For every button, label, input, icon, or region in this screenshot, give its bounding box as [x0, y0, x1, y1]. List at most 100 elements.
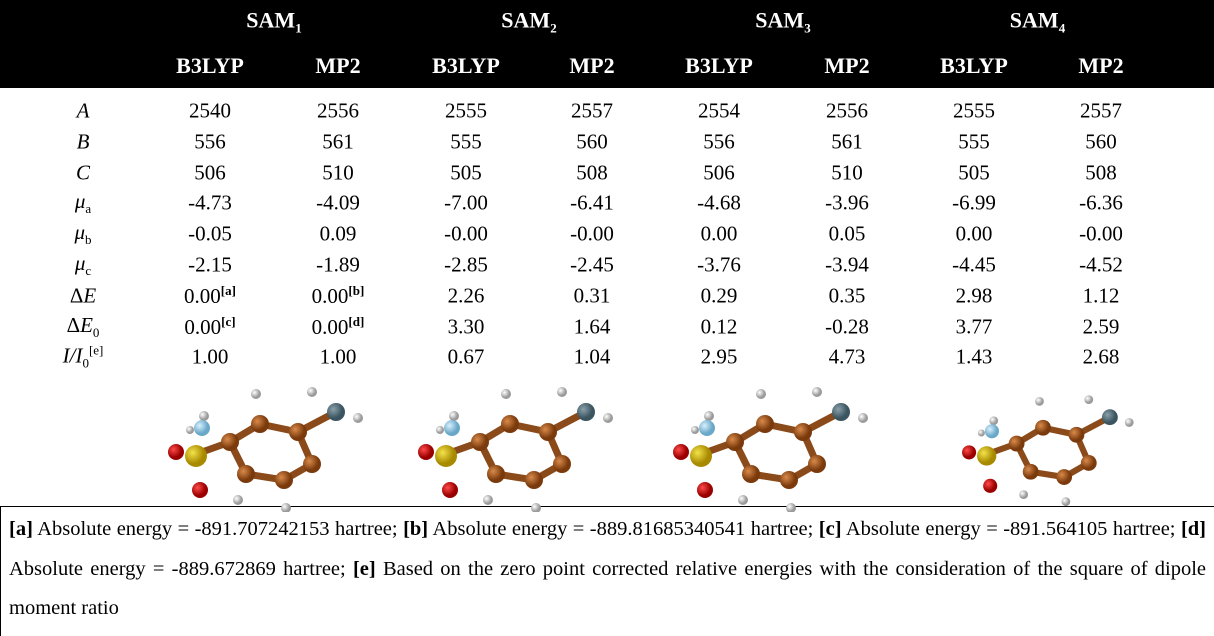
table-cell: 3.77	[956, 314, 993, 339]
row-label: ΔE	[70, 283, 96, 308]
table-cell: 0.00[a]	[184, 283, 236, 309]
table-cell: 505	[958, 160, 990, 185]
table-cell: 1.04	[574, 345, 611, 370]
table-cell: -0.05	[188, 222, 232, 247]
label-main: A	[77, 99, 90, 123]
label-main: I/I	[63, 344, 83, 368]
label-main: C	[76, 160, 90, 184]
row-label: ΔE0	[67, 313, 100, 341]
method-header: B3LYP	[685, 53, 753, 79]
table-cell: 510	[322, 160, 354, 185]
method-header: MP2	[569, 53, 614, 79]
table-cell: -4.45	[952, 253, 996, 278]
table-cell: 2557	[1080, 99, 1122, 124]
cell-note: [b]	[348, 283, 364, 298]
table-cell: 0.09	[320, 222, 357, 247]
table-cell: 560	[1085, 129, 1117, 154]
table-cell: 0.00	[956, 222, 993, 247]
table-cell: 505	[450, 160, 482, 185]
row-label: B	[77, 129, 90, 154]
molecule-image	[665, 372, 885, 512]
table-cell: 556	[194, 129, 226, 154]
footnote-text: Absolute energy = -891.707242153 hartree…	[33, 518, 403, 540]
table-cell: 560	[576, 129, 608, 154]
table-cell: 1.00	[320, 345, 357, 370]
table-cell: 506	[194, 160, 226, 185]
footnotes: [a] Absolute energy = -891.707242153 har…	[0, 507, 1214, 636]
label-sub: b	[85, 232, 92, 247]
method-header: B3LYP	[432, 53, 500, 79]
label-main: E	[83, 283, 96, 307]
label-sub: c	[85, 263, 91, 278]
table-cell: -0.28	[825, 314, 869, 339]
table-cell: 2.26	[448, 283, 485, 308]
label-prefix: Δ	[67, 313, 81, 337]
row-label: μc	[75, 251, 91, 279]
table-cell: 0.12	[701, 314, 738, 339]
cell-value: 0.00	[312, 315, 349, 339]
label-main: B	[77, 129, 90, 153]
table-cell: 2557	[571, 99, 613, 124]
group-index: 1	[295, 21, 302, 36]
footnote-text: Absolute energy = -891.564105 hartree;	[842, 518, 1181, 540]
table-cell: 2556	[317, 99, 359, 124]
table-cell: 2555	[953, 99, 995, 124]
method-header: B3LYP	[176, 53, 244, 79]
table-cell: 1.43	[956, 345, 993, 370]
table-cell: 0.05	[829, 222, 866, 247]
cell-value: 0.00	[312, 284, 349, 308]
group-header: SAM3	[755, 7, 810, 36]
row-label: A	[77, 99, 90, 124]
table-cell: 0.00[d]	[312, 314, 365, 340]
table-cell: 561	[322, 129, 354, 154]
table-cell: 555	[450, 129, 482, 154]
table-cell: 0.35	[829, 283, 866, 308]
table-cell: 2.95	[701, 345, 738, 370]
table-cell: -0.00	[1079, 222, 1123, 247]
molecule-image	[945, 372, 1165, 512]
group-index: 2	[550, 21, 557, 36]
table-cell: -7.00	[444, 191, 488, 216]
table-cell: 2554	[698, 99, 740, 124]
table-cell: 2555	[445, 99, 487, 124]
table-cell: -0.00	[570, 222, 614, 247]
molecule-image	[410, 372, 630, 512]
table-cell: -3.76	[697, 253, 741, 278]
cell-note: [a]	[221, 283, 236, 298]
table-cell: 508	[1085, 160, 1117, 185]
footnote-mark: [d]	[1181, 518, 1206, 540]
table-cell: -0.00	[444, 222, 488, 247]
table-cell: 0.67	[448, 345, 485, 370]
label-main: μ	[75, 251, 86, 275]
label-sub: a	[85, 201, 91, 216]
group-name: SAM	[246, 7, 295, 32]
method-header: B3LYP	[940, 53, 1008, 79]
row-label: μa	[75, 189, 91, 217]
row-label: C	[76, 160, 90, 185]
footnote-mark: [b]	[403, 518, 428, 540]
label-main: E	[80, 313, 93, 337]
table-cell: -4.52	[1079, 253, 1123, 278]
table-cell: 2556	[826, 99, 868, 124]
table-cell: -4.68	[697, 191, 741, 216]
table-cell: 1.64	[574, 314, 611, 339]
method-header: MP2	[1078, 53, 1123, 79]
footnote-text: Absolute energy = -889.81685340541 hartr…	[428, 518, 819, 540]
cell-note: [c]	[221, 314, 235, 329]
table-cell: 561	[831, 129, 863, 154]
table-cell: 556	[703, 129, 735, 154]
table-cell: -3.96	[825, 191, 869, 216]
table-cell: 2.98	[956, 283, 993, 308]
footnote-mark: [e]	[353, 558, 376, 580]
table-cell: 0.31	[574, 283, 611, 308]
label-sup: [e]	[89, 343, 103, 358]
table-cell: 2.68	[1083, 345, 1120, 370]
table-cell: 506	[703, 160, 735, 185]
table-cell: -6.36	[1079, 191, 1123, 216]
label-sub: 0	[82, 356, 89, 371]
method-header: MP2	[824, 53, 869, 79]
group-name: SAM	[501, 7, 550, 32]
table-cell: 1.00	[192, 345, 229, 370]
row-label: I/I0[e]	[63, 343, 104, 372]
table-cell: 508	[576, 160, 608, 185]
